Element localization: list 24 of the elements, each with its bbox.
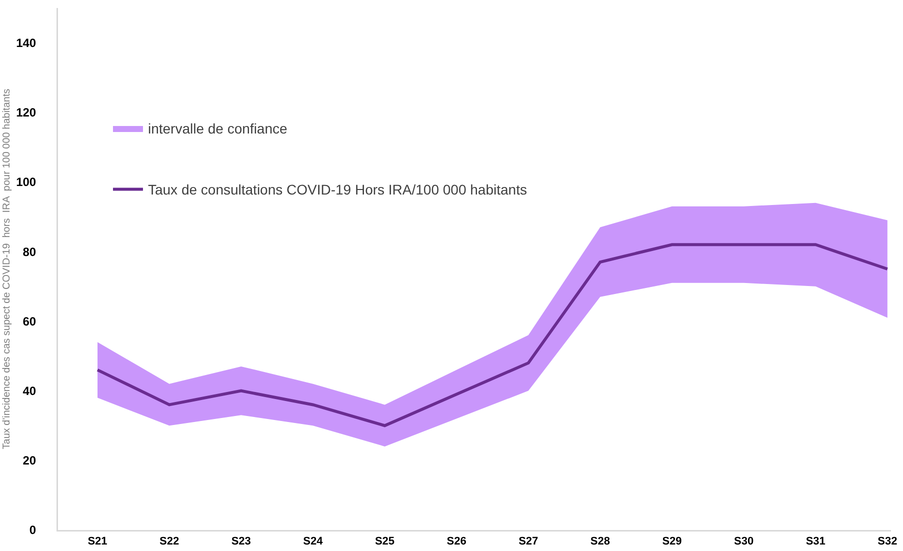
x-tick-label: S21 xyxy=(88,536,108,548)
x-tick-label: S32 xyxy=(878,536,898,548)
x-tick-label: S23 xyxy=(231,536,251,548)
x-tick-label: S30 xyxy=(734,536,754,548)
x-tick-label: S26 xyxy=(446,536,466,548)
x-tick-label: S31 xyxy=(806,536,826,548)
legend-label: Taux de consultations COVID-19 Hors IRA/100 000 habitants xyxy=(148,182,527,198)
legend-label: intervalle de confiance xyxy=(148,120,288,136)
y-tick-label: 60 xyxy=(22,314,36,328)
x-tick-label: S29 xyxy=(662,536,682,548)
x-tick-label: S28 xyxy=(590,536,610,548)
x-tick-label: S25 xyxy=(374,536,395,548)
y-tick-label: 0 xyxy=(29,523,36,538)
x-tick-label: S27 xyxy=(518,536,538,548)
y-tick-label: 40 xyxy=(22,384,36,398)
y-tick-label: 140 xyxy=(16,36,36,50)
y-tick-label: 20 xyxy=(22,454,36,468)
y-tick-label: 80 xyxy=(22,244,36,259)
y-tick-label: 100 xyxy=(16,175,36,190)
y-axis-title: Taux d'incidence des cas supect de COVID-19 hors IRA pour 100 000 habitants xyxy=(1,88,12,450)
line-series xyxy=(96,243,889,428)
x-tick-label: S24 xyxy=(303,536,324,548)
x-tick-label: S22 xyxy=(160,536,180,548)
y-tick-label: 120 xyxy=(16,106,36,120)
